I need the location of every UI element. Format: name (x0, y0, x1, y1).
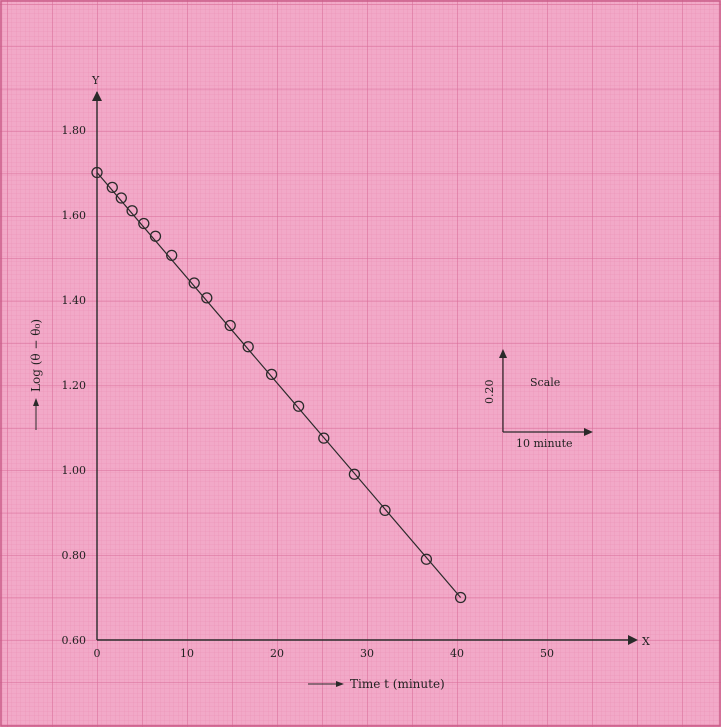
data-point (138, 217, 150, 230)
data-point (318, 432, 330, 444)
x-tick-label: 20 (270, 647, 284, 660)
y-tick-labels: 0.60 0.80 1.00 1.20 1.40 1.60 1.80 (62, 124, 87, 647)
y-axis-arrow-icon (92, 91, 102, 101)
data-point (149, 230, 162, 242)
y-axis: Y (91, 74, 102, 640)
x-tick-label: 50 (540, 647, 554, 660)
data-point (201, 292, 213, 304)
data-point (224, 319, 236, 332)
scale-right-arrow-icon (584, 428, 593, 436)
y-tick-label: 0.60 (62, 634, 87, 647)
data-point (242, 341, 254, 353)
data-point (265, 368, 278, 381)
scale-vertical-label: 0.20 (483, 380, 496, 405)
fit-line (96, 172, 462, 598)
y-axis-label: Log (θ − θ₀) (29, 319, 43, 392)
y-tick-label: 0.80 (62, 549, 87, 562)
data-point (379, 504, 391, 517)
scale-horizontal-label: 10 minute (516, 437, 573, 450)
x-axis-arrow-icon (628, 635, 638, 645)
data-points (91, 166, 467, 604)
y-tick-label: 1.80 (62, 124, 87, 137)
x-axis-label: Time t (minute) (350, 677, 445, 691)
data-point (420, 553, 433, 565)
data-point (166, 249, 178, 262)
y-axis-letter: Y (91, 74, 100, 87)
y-title-arrow-icon (33, 398, 39, 406)
x-axis-letter: X (642, 635, 650, 648)
x-axis: X (97, 635, 650, 648)
x-tick-label: 30 (360, 647, 374, 660)
scale-title: Scale (530, 376, 560, 389)
data-point (188, 277, 200, 289)
scale-legend: Scale 0.20 10 minute (483, 349, 593, 450)
data-point (106, 181, 118, 194)
x-tick-label: 40 (450, 647, 464, 660)
x-tick-labels: 0 10 20 30 40 50 (94, 647, 555, 660)
scale-up-arrow-icon (499, 349, 507, 358)
x-axis-title: Time t (minute) (308, 677, 445, 691)
y-tick-label: 1.60 (62, 209, 87, 222)
data-point (348, 468, 361, 480)
data-point (126, 205, 138, 217)
data-point (454, 591, 467, 604)
x-title-arrow-icon (336, 681, 344, 687)
y-axis-title: Log (θ − θ₀) (29, 319, 43, 430)
x-tick-label: 0 (94, 647, 101, 660)
y-tick-label: 1.40 (62, 294, 87, 307)
y-tick-label: 1.00 (62, 464, 87, 477)
y-tick-label: 1.20 (62, 379, 87, 392)
x-tick-label: 10 (180, 647, 194, 660)
data-point (115, 192, 127, 204)
data-point (91, 166, 103, 179)
data-point (292, 400, 305, 412)
